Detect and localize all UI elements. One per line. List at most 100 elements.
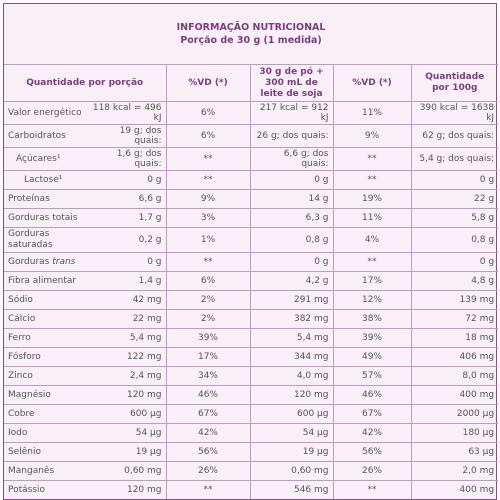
value-cell: 26% — [166, 461, 251, 481]
table-row: Cobre 600 µg 67% 600 µg 67% 2000 µg — [4, 404, 499, 424]
value-cell: ** — [333, 252, 412, 272]
value-cell: 406 mg — [411, 347, 499, 367]
table-row: Lactose¹ 0 g ** 0 g ** 0 g — [4, 170, 499, 190]
value-cell: 6% — [166, 124, 251, 148]
value-cell: 118 kcal = 496 kJ — [86, 101, 167, 125]
value-cell: 0,2 g — [86, 227, 167, 253]
row-label: Ferro — [8, 332, 31, 343]
row-label-cell: Potássio — [4, 480, 86, 499]
row-label-cell: Cálcio — [4, 309, 86, 329]
value-cell: 400 mg — [411, 385, 499, 405]
value-cell: 1,4 g — [86, 271, 167, 291]
value-cell: 22 mg — [86, 309, 167, 329]
value-cell: 0 g — [411, 252, 499, 272]
row-label-cell: Cobre — [4, 404, 86, 424]
value-cell: 12% — [333, 290, 412, 310]
value-cell: 0,60 mg — [250, 461, 334, 481]
value-cell: 1% — [166, 227, 251, 253]
table-row: Manganês 0,60 mg 26% 0,60 mg 26% 2,0 mg — [4, 461, 499, 481]
value-cell: ** — [166, 252, 251, 272]
table-row: Fósforo 122 mg 17% 344 mg 49% 406 mg — [4, 347, 499, 367]
value-cell: 22 g — [411, 189, 499, 209]
table-row: Magnésio 120 mg 46% 120 mg 46% 400 mg — [4, 385, 499, 405]
column-header: %VD (*) — [333, 64, 412, 102]
table-subtitle: Porção de 30 g (1 medida) — [180, 35, 322, 46]
table-row: Cálcio 22 mg 2% 382 mg 38% 72 mg — [4, 309, 499, 329]
value-cell: 39% — [333, 328, 412, 348]
value-cell: 67% — [333, 404, 412, 424]
column-header: Quantidade por 100g — [411, 64, 499, 102]
row-label: Carboidratos — [8, 130, 66, 141]
row-label: Zinco — [8, 370, 33, 381]
value-cell: 1,7 g — [86, 208, 167, 228]
value-cell: 120 mg — [86, 385, 167, 405]
value-cell: 4,2 g — [250, 271, 334, 291]
row-label: Cálcio — [8, 313, 36, 324]
value-cell: 34% — [166, 366, 251, 386]
value-cell: 9% — [333, 124, 412, 148]
value-cell: 0 g — [86, 170, 167, 190]
table-row: Gorduras totais 1,7 g 3% 6,3 g 11% 5,8 g — [4, 208, 499, 228]
value-cell: 6% — [166, 271, 251, 291]
value-cell: 390 kcal = 1638 kJ — [411, 101, 499, 125]
value-cell: 546 mg — [250, 480, 334, 499]
table-title: INFORMAÇÃO NUTRICIONAL — [176, 22, 326, 33]
value-cell: 62 g; dos quais: — [411, 124, 499, 148]
value-cell: 17% — [166, 347, 251, 367]
value-cell: 600 µg — [250, 404, 334, 424]
nutrition-table: INFORMAÇÃO NUTRICIONAL Porção de 30 g (1… — [4, 4, 499, 499]
value-cell: 67% — [166, 404, 251, 424]
column-header: 30 g de pó + 300 mL de leite de soja — [250, 64, 334, 102]
value-cell: 1,6 g; dos quais: — [86, 147, 167, 171]
row-label: Lactose¹ — [24, 174, 63, 185]
row-label: Valor energético — [8, 107, 82, 118]
value-cell: 382 mg — [250, 309, 334, 329]
row-label: Fósforo — [8, 351, 41, 362]
value-cell: 4,8 g — [411, 271, 499, 291]
value-cell: 120 mg — [86, 480, 167, 499]
row-label: Proteínas — [8, 193, 50, 204]
value-cell: 139 mg — [411, 290, 499, 310]
value-cell: ** — [333, 480, 412, 499]
row-label: Selênio — [8, 446, 41, 457]
value-cell: 46% — [333, 385, 412, 405]
row-label: Iodo — [8, 427, 28, 438]
value-cell: 11% — [333, 208, 412, 228]
table-row: Selênio 19 µg 56% 19 µg 56% 63 µg — [4, 442, 499, 462]
value-cell: 400 mg — [411, 480, 499, 499]
row-label: Gorduras totais — [8, 212, 78, 223]
table-row: Gorduras saturadas 0,2 g 1% 0,8 g 4% 0,8 g — [4, 227, 499, 253]
table-row: Açúcares¹ 1,6 g; dos quais: ** 6,6 g; dos q… — [4, 147, 499, 171]
value-cell: 54 µg — [86, 423, 167, 443]
value-cell: 42% — [166, 423, 251, 443]
value-cell: ** — [166, 147, 251, 171]
value-cell: 2,0 mg — [411, 461, 499, 481]
value-cell: 0 g — [250, 252, 334, 272]
value-cell: 0,60 mg — [86, 461, 167, 481]
value-cell: 8,0 mg — [411, 366, 499, 386]
value-cell: 17% — [333, 271, 412, 291]
value-cell: 344 mg — [250, 347, 334, 367]
value-cell: 600 µg — [86, 404, 167, 424]
row-label: Gorduras saturadas — [8, 229, 53, 250]
row-label: Gorduras — [8, 256, 50, 267]
table-row: Proteínas 6,6 g 9% 14 g 19% 22 g — [4, 189, 499, 209]
value-cell: 5,4 g; dos quais: — [411, 147, 499, 171]
value-cell: 39% — [166, 328, 251, 348]
row-label-cell: Gorduras totais — [4, 208, 86, 228]
value-cell: 2000 µg — [411, 404, 499, 424]
value-cell: 6,6 g; dos quais: — [250, 147, 334, 171]
table-body: Valor energético 118 kcal = 496 kJ 6% 217 k… — [4, 101, 499, 499]
row-label-cell: Proteínas — [4, 189, 86, 209]
row-label: Manganês — [8, 465, 55, 476]
row-label-cell: Zinco — [4, 366, 86, 386]
value-cell: 26% — [333, 461, 412, 481]
table-row: Gorduras trans 0 g ** 0 g ** 0 g — [4, 252, 499, 272]
value-cell: 217 kcal = 912 kJ — [250, 101, 334, 125]
value-cell: 180 µg — [411, 423, 499, 443]
value-cell: 19% — [333, 189, 412, 209]
column-header: Quantidade por porção — [4, 64, 167, 102]
row-label-cell: Fibra alimentar — [4, 271, 86, 291]
value-cell: 11% — [333, 101, 412, 125]
